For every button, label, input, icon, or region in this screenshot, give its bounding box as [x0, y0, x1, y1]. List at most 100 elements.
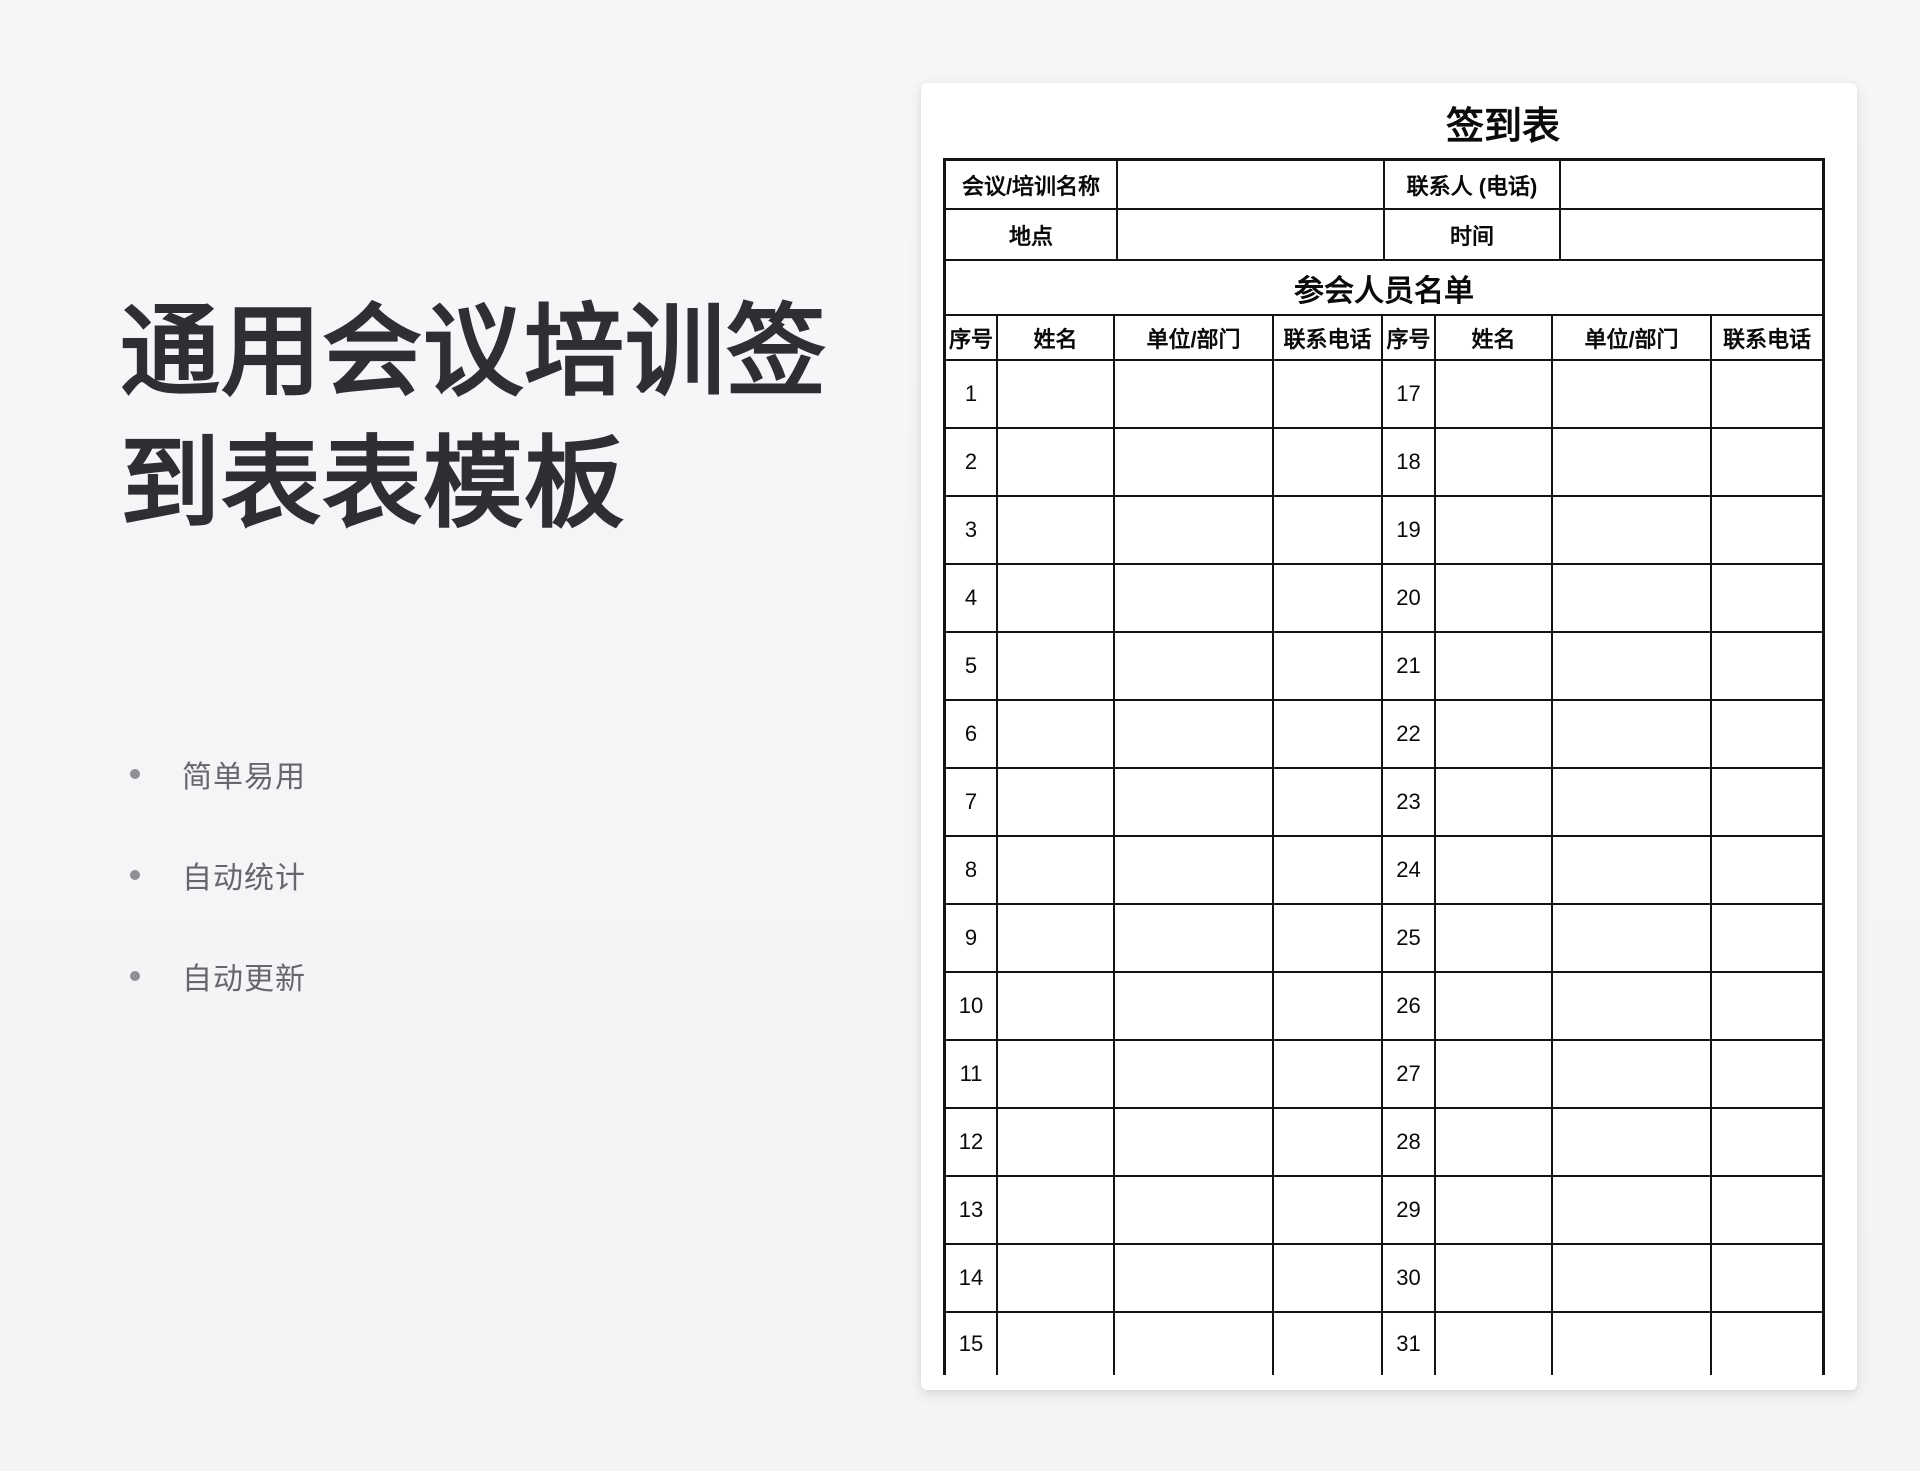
attendee-empty-cell — [1712, 497, 1822, 565]
attendee-empty-cell — [1553, 429, 1712, 497]
attendee-empty-cell — [1553, 361, 1712, 429]
attendee-empty-cell — [1274, 769, 1383, 837]
attendee-empty-cell — [1274, 1177, 1383, 1245]
attendee-number-cell: 19 — [1383, 497, 1436, 565]
attendee-empty-cell — [998, 1041, 1115, 1109]
attendee-empty-cell — [1436, 361, 1553, 429]
attendee-empty-cell — [1712, 905, 1822, 973]
attendee-number-cell: 4 — [946, 565, 998, 633]
attendee-empty-cell — [1115, 1313, 1274, 1375]
attendee-empty-cell — [998, 1313, 1115, 1375]
time-value-cell — [1561, 210, 1822, 261]
attendee-empty-cell — [1436, 429, 1553, 497]
attendee-empty-cell — [1115, 429, 1274, 497]
attendee-empty-cell — [1436, 1109, 1553, 1177]
attendee-number-cell: 12 — [946, 1109, 998, 1177]
attendee-empty-cell — [1436, 1313, 1553, 1375]
column-header-name: 姓名 — [1436, 316, 1553, 361]
attendee-empty-cell — [1274, 1041, 1383, 1109]
bullet-icon — [130, 769, 140, 779]
attendee-number-cell: 13 — [946, 1177, 998, 1245]
attendee-empty-cell — [1436, 701, 1553, 769]
attendee-empty-cell — [1274, 1313, 1383, 1375]
document-preview: 签到表 会议/培训名称 联系人 (电话) 地点 时间 参会人员名单 序号 姓名 … — [921, 83, 1857, 1390]
attendee-empty-cell — [1274, 905, 1383, 973]
attendee-number-cell: 27 — [1383, 1041, 1436, 1109]
attendee-number-cell: 18 — [1383, 429, 1436, 497]
column-header-phone: 联系电话 — [1712, 316, 1822, 361]
attendee-empty-cell — [998, 429, 1115, 497]
attendee-number-cell: 5 — [946, 633, 998, 701]
signin-sheet: 会议/培训名称 联系人 (电话) 地点 时间 参会人员名单 序号 姓名 单位/部… — [943, 158, 1825, 1375]
attendee-empty-cell — [1712, 973, 1822, 1041]
attendee-empty-cell — [1553, 701, 1712, 769]
template-title: 通用会议培训签到表表模板 — [120, 296, 827, 540]
attendee-number-cell: 26 — [1383, 973, 1436, 1041]
attendee-empty-cell — [1436, 837, 1553, 905]
attendee-number-cell: 15 — [946, 1313, 998, 1375]
attendee-empty-cell — [1115, 1109, 1274, 1177]
left-panel: 通用会议培训签到表表模板 简单易用 自动统计 自动更新 — [120, 0, 900, 1471]
attendee-empty-cell — [1712, 769, 1822, 837]
attendee-empty-cell — [1436, 1041, 1553, 1109]
attendee-empty-cell — [1553, 837, 1712, 905]
attendee-empty-cell — [1274, 1245, 1383, 1313]
attendee-number-cell: 3 — [946, 497, 998, 565]
feature-item: 自动更新 — [130, 954, 306, 998]
attendee-number-cell: 23 — [1383, 769, 1436, 837]
contact-value-cell — [1561, 161, 1822, 210]
attendee-empty-cell — [1115, 1041, 1274, 1109]
attendee-number-cell: 17 — [1383, 361, 1436, 429]
attendee-empty-cell — [1436, 1177, 1553, 1245]
attendee-empty-cell — [998, 361, 1115, 429]
attendee-empty-cell — [1553, 1109, 1712, 1177]
attendee-empty-cell — [1436, 769, 1553, 837]
attendee-empty-cell — [1115, 633, 1274, 701]
attendee-empty-cell — [1436, 565, 1553, 633]
attendee-empty-cell — [1712, 361, 1822, 429]
attendee-empty-cell — [1712, 1177, 1822, 1245]
column-header-no: 序号 — [1383, 316, 1436, 361]
feature-list: 简单易用 自动统计 自动更新 — [130, 752, 306, 1055]
location-value-cell — [1118, 210, 1385, 261]
attendee-number-cell: 31 — [1383, 1313, 1436, 1375]
column-header-no: 序号 — [946, 316, 998, 361]
attendee-empty-cell — [1712, 1245, 1822, 1313]
attendee-table: 序号 姓名 单位/部门 联系电话 序号 姓名 单位/部门 联系电话 1 17 2 18… — [946, 316, 1822, 1375]
attendee-number-cell: 24 — [1383, 837, 1436, 905]
attendee-number-cell: 9 — [946, 905, 998, 973]
attendee-section-header: 参会人员名单 — [946, 261, 1822, 316]
attendee-empty-cell — [1115, 701, 1274, 769]
attendee-empty-cell — [1274, 497, 1383, 565]
attendee-number-cell: 29 — [1383, 1177, 1436, 1245]
attendee-empty-cell — [1436, 973, 1553, 1041]
attendee-number-cell: 22 — [1383, 701, 1436, 769]
attendee-empty-cell — [1115, 1177, 1274, 1245]
attendee-empty-cell — [1553, 633, 1712, 701]
column-header-phone: 联系电话 — [1274, 316, 1383, 361]
sheet-title: 签到表 — [1445, 106, 1561, 148]
attendee-empty-cell — [1274, 633, 1383, 701]
attendee-empty-cell — [1274, 701, 1383, 769]
meeting-name-value-cell — [1118, 161, 1385, 210]
attendee-number-cell: 10 — [946, 973, 998, 1041]
attendee-empty-cell — [998, 837, 1115, 905]
attendee-empty-cell — [1115, 905, 1274, 973]
attendee-empty-cell — [1553, 1313, 1712, 1375]
attendee-empty-cell — [1115, 1245, 1274, 1313]
attendee-empty-cell — [1115, 361, 1274, 429]
bullet-icon — [130, 971, 140, 981]
contact-label-cell: 联系人 (电话) — [1385, 161, 1561, 210]
attendee-number-cell: 8 — [946, 837, 998, 905]
attendee-empty-cell — [1436, 633, 1553, 701]
attendee-empty-cell — [1553, 565, 1712, 633]
attendee-number-cell: 11 — [946, 1041, 998, 1109]
feature-label: 简单易用 — [182, 761, 306, 794]
meeting-name-label-cell: 会议/培训名称 — [946, 161, 1118, 210]
attendee-number-cell: 2 — [946, 429, 998, 497]
feature-item: 简单易用 — [130, 752, 306, 796]
attendee-empty-cell — [1553, 1041, 1712, 1109]
attendee-empty-cell — [998, 1245, 1115, 1313]
column-header-dept: 单位/部门 — [1553, 316, 1712, 361]
